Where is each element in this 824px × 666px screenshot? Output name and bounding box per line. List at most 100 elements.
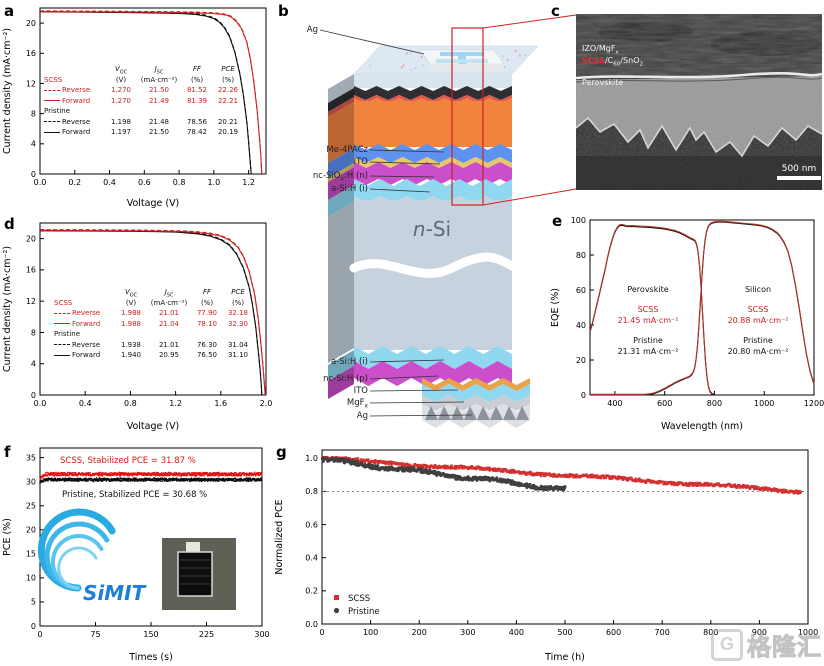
row-label: Forward [44, 127, 106, 138]
panel-g-aging-chart: 0 100 200 300 400 500 600 700 800 900 1000 0.0 0.2 0.… [272, 438, 824, 666]
table-header: FF [202, 288, 212, 296]
table-value: 81.52 [186, 86, 208, 94]
x-tick-label: 300 [460, 628, 475, 637]
y-tick-label: 0 [581, 391, 586, 400]
group-label: SCSS [44, 75, 63, 84]
chart-a-svg: 0.0 0.2 0.4 0.6 0.8 1.0 1.2 0 4 8 12 16 20 Voltage (V… [2, 7, 267, 209]
layer-label-bottom-3: MgFx [346, 398, 368, 410]
x-axis-title: Voltage (V) [127, 421, 180, 432]
y-tick-label: 30 [26, 477, 36, 486]
table-value: 20.21 [217, 117, 239, 126]
x-axis-title: Time (h) [544, 652, 585, 663]
table-header: PCE [221, 65, 235, 73]
table-unit: (mA·cm⁻²) [150, 298, 188, 307]
series-scss-reverse [39, 10, 263, 174]
x-tick-label: 600 [657, 399, 672, 408]
table-value: 78.56 [186, 117, 208, 126]
x-tick-label: 1.0 [207, 178, 220, 187]
sem-svg: 500 nm [575, 14, 823, 190]
legend-item-pristine: Pristine [333, 607, 380, 617]
row-label: Forward [54, 350, 116, 361]
x-tick-label: 600 [606, 628, 621, 637]
table-header: FF [192, 65, 202, 73]
watermark-logo: G [711, 628, 743, 661]
scale-bar [777, 176, 821, 180]
table-unit: (%) [200, 298, 214, 307]
y-tick-label: 20 [26, 526, 36, 535]
table-value: 32.30 [227, 319, 249, 328]
x-tick-label: 300 [254, 630, 269, 639]
table-value: 1.270 [110, 96, 132, 105]
table-value: 21.48 [148, 117, 170, 126]
y-tick-label: 10 [26, 574, 36, 583]
y-axis-title: Normalized PCE [274, 499, 285, 574]
scale-bar-label: 500 nm [782, 164, 817, 174]
pristine-stabilized-pce: Pristine, Stabilized PCE = 30.68 % [62, 490, 208, 500]
table-header: JSC [164, 288, 174, 299]
annotation-line: Pristine [743, 336, 773, 345]
table-value: 21.49 [148, 96, 170, 105]
annotation-line: Perovskite [627, 285, 669, 294]
y-tick-label: 1.0 [305, 454, 318, 463]
x-tick-label: 1.2 [169, 399, 182, 408]
y-tick-label: 0.8 [305, 487, 318, 496]
y-tick-label: 15 [26, 550, 36, 559]
table-value: 78.42 [186, 128, 208, 136]
x-tick-label: 0.4 [79, 399, 92, 408]
device-schematic-svg: n-Si [319, 29, 539, 428]
x-tick-label: 225 [199, 630, 214, 639]
y-tick-label: 0.4 [305, 554, 318, 563]
panel-label-f: f [4, 443, 11, 461]
series-scss [39, 471, 263, 480]
x-tick-label: 75 [90, 630, 100, 639]
panel-label-a: a [4, 2, 15, 20]
sem-label-1: SCSS/C60/SnO2 [582, 56, 644, 68]
series-pristine [39, 477, 263, 484]
legend-item-scss: SCSS [334, 594, 370, 604]
table-header: PCE [231, 288, 245, 296]
series-scss-reverse [39, 229, 266, 395]
x-tick-label: 0 [319, 628, 324, 637]
x-tick-label: 0 [37, 630, 42, 639]
row-label: Reverse [44, 85, 106, 96]
series-pristine [320, 456, 567, 492]
x-tick-label: 400 [509, 628, 524, 637]
y-tick-label: 20 [26, 19, 36, 28]
n-si-label: n-Si [413, 217, 451, 241]
y-tick-label: 100 [571, 216, 586, 225]
annotation-line: SCSS [637, 305, 659, 314]
svg-text:SiMIT: SiMIT [83, 581, 147, 605]
annotation-line: SCSS [747, 305, 769, 314]
layer-label-top-1: Me-4PACz [326, 145, 368, 155]
panel-d-jv-chart: 0.0 0.4 0.8 1.2 1.6 2.0 0 4 8 12 16 20 Voltage (V) Cu… [0, 213, 272, 435]
watermark-text: 格隆汇 [747, 634, 822, 662]
legend-label: Pristine [348, 607, 380, 617]
x-tick-label: 1000 [798, 628, 818, 637]
table-value: 21.50 [148, 128, 170, 136]
table-unit: (V) [125, 298, 137, 307]
plot-frame [39, 222, 267, 396]
layer-label-top-3: nc-SiOx:H (n) [312, 171, 368, 183]
y-axis-title: Current density (mA·cm⁻²) [2, 28, 13, 154]
table-unit: (%) [231, 298, 245, 307]
x-tick-label: 0.4 [103, 178, 116, 187]
panel-label-c: c [551, 2, 560, 20]
series-scss-perovskite [589, 223, 715, 395]
layer-label-bottom-2: ITO [353, 386, 368, 396]
panel-label-e: e [552, 212, 563, 230]
annotation-line: Pristine [633, 336, 663, 345]
panel-f-stability-chart: 0 75 150 225 300 0 5 10 15 20 25 30 35 Times (s) PCE (… [0, 438, 272, 666]
watermark-gelonghui: G 格隆汇 [711, 627, 822, 662]
y-tick-label: 20 [576, 356, 586, 365]
chart-d-svg: 0.0 0.4 0.8 1.2 1.6 2.0 0 4 8 12 16 20 Voltage (V) Cu… [2, 222, 272, 432]
panel-label-d: d [4, 215, 15, 233]
y-tick-label: 8 [31, 109, 36, 118]
chart-g-svg: 0 100 200 300 400 500 600 700 800 900 1000 0.0 0.2 0.… [274, 449, 818, 663]
device-photo [162, 538, 236, 610]
table-value: 1.198 [110, 117, 132, 126]
layer-label-top-2: ITO [353, 157, 368, 167]
y-tick-label: 0 [31, 170, 36, 179]
y-tick-label: 35 [26, 453, 36, 462]
x-tick-label: 500 [557, 628, 572, 637]
x-tick-label: 0.6 [138, 178, 151, 187]
